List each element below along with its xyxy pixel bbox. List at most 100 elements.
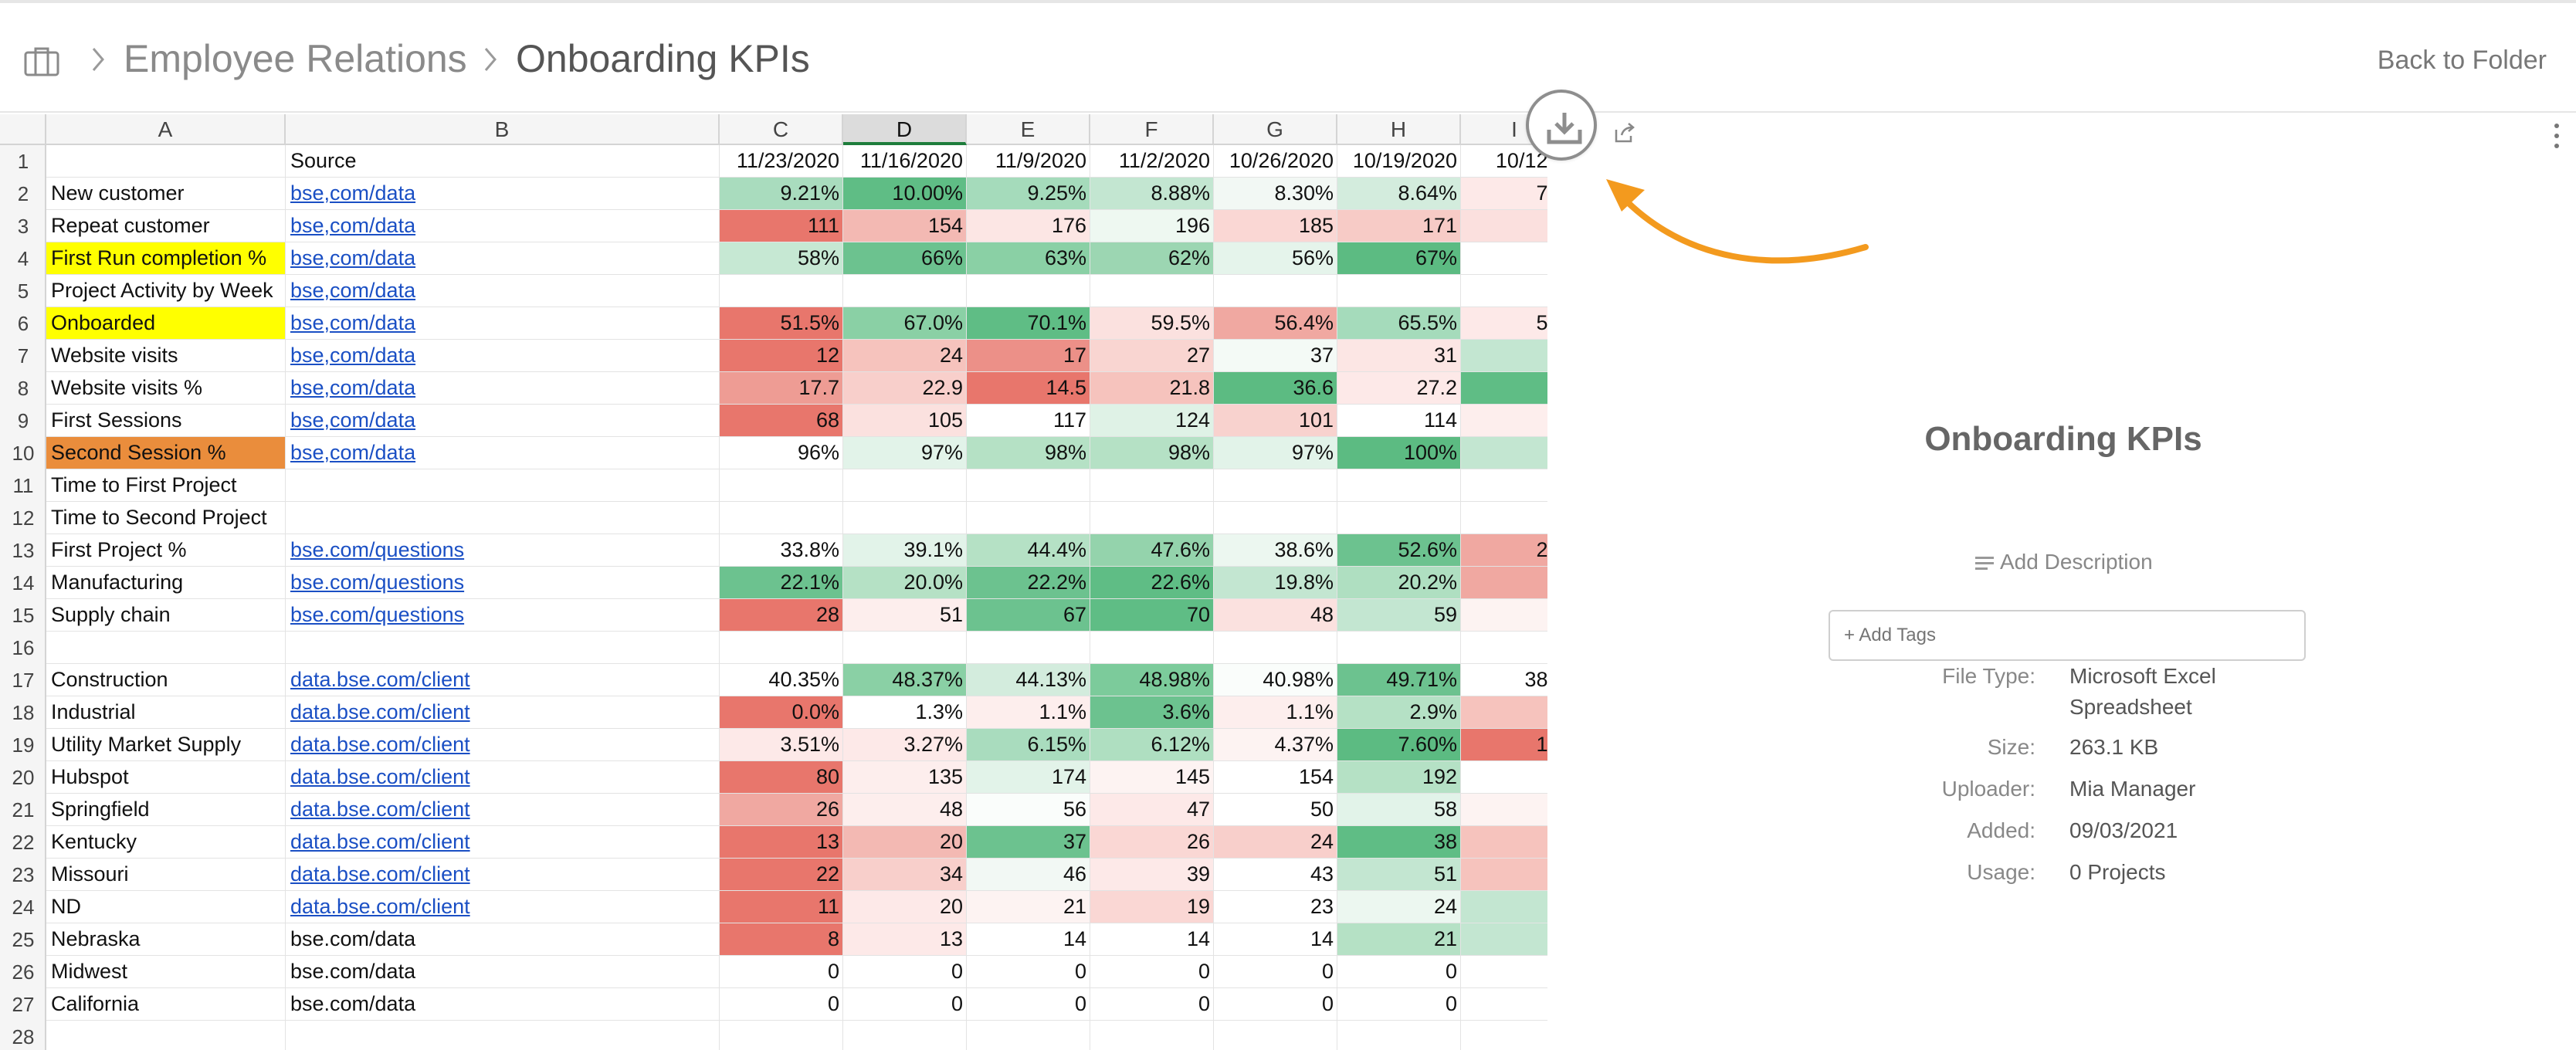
value-cell[interactable]: 24	[1337, 891, 1461, 923]
column-header-c[interactable]: C	[720, 114, 843, 145]
value-cell[interactable]: 59.	[1461, 307, 1547, 340]
metric-label-cell[interactable]: Project Activity by Week	[46, 275, 286, 307]
value-cell[interactable]: 26.	[1461, 534, 1547, 567]
metric-label-cell[interactable]: Manufacturing	[46, 567, 286, 599]
value-cell[interactable]: 20.2%	[1337, 567, 1461, 599]
value-cell[interactable]: 13	[843, 923, 967, 956]
value-cell[interactable]: 28	[720, 599, 843, 632]
value-cell[interactable]: 97%	[843, 437, 967, 469]
metric-label-cell[interactable]: Second Session %	[46, 437, 286, 469]
cell-empty[interactable]	[46, 145, 286, 178]
column-header-e[interactable]: E	[967, 114, 1090, 145]
value-cell[interactable]: 8.64%	[1337, 178, 1461, 210]
value-cell[interactable]: 58	[1337, 794, 1461, 826]
source-link-cell[interactable]: bse,com/data	[286, 372, 720, 405]
row-number[interactable]: 1	[17, 150, 29, 173]
value-cell[interactable]: 1.1%	[1214, 696, 1337, 729]
metric-label-cell[interactable]: California	[46, 988, 286, 1021]
metric-label-cell[interactable]: Hubspot	[46, 761, 286, 794]
value-cell[interactable]: 0	[1214, 988, 1337, 1021]
value-cell[interactable]: 68	[720, 405, 843, 437]
value-cell[interactable]: 26	[720, 794, 843, 826]
value-cell[interactable]: 46	[967, 859, 1090, 891]
metric-label-cell[interactable]: ND	[46, 891, 286, 923]
value-cell[interactable]	[967, 469, 1090, 502]
source-link-cell[interactable]: data.bse.com/client	[286, 761, 720, 794]
value-cell[interactable]: 1.3%	[843, 696, 967, 729]
value-cell[interactable]: 47.6%	[1090, 534, 1214, 567]
value-cell[interactable]: 66%	[843, 242, 967, 275]
metric-label-cell[interactable]: Missouri	[46, 859, 286, 891]
value-cell[interactable]	[1461, 859, 1547, 891]
value-cell[interactable]: 19.8%	[1214, 567, 1337, 599]
metric-label-cell[interactable]: First Sessions	[46, 405, 286, 437]
value-cell[interactable]: 44.13%	[967, 664, 1090, 696]
column-header-i[interactable]: I	[1461, 114, 1547, 145]
value-cell[interactable]	[843, 1021, 967, 1050]
value-cell[interactable]: 3	[1461, 372, 1547, 405]
value-cell[interactable]	[1461, 275, 1547, 307]
value-cell[interactable]: 37	[967, 826, 1090, 859]
row-number[interactable]: 16	[12, 636, 35, 659]
value-cell[interactable]: 67%	[1337, 242, 1461, 275]
value-cell[interactable]	[1090, 469, 1214, 502]
value-cell[interactable]: 3.51%	[720, 729, 843, 761]
value-cell[interactable]: 38	[1337, 826, 1461, 859]
value-cell[interactable]: 31	[1337, 340, 1461, 372]
date-header-cell[interactable]: 11/23/2020	[720, 145, 843, 178]
row-number[interactable]: 6	[17, 312, 29, 335]
value-cell[interactable]: 20	[843, 826, 967, 859]
value-cell[interactable]: 9.21%	[720, 178, 843, 210]
value-cell[interactable]: 98%	[1090, 437, 1214, 469]
date-header-cell[interactable]: 10/26/2020	[1214, 145, 1337, 178]
value-cell[interactable]: 6.12%	[1090, 729, 1214, 761]
metric-label-cell[interactable]: Utility Market Supply	[46, 729, 286, 761]
source-link-cell[interactable]: bse,com/data	[286, 307, 720, 340]
row-number[interactable]: 3	[17, 215, 29, 238]
value-cell[interactable]: 154	[843, 210, 967, 242]
metric-label-cell[interactable]: Website visits %	[46, 372, 286, 405]
column-header-g[interactable]: G	[1214, 114, 1337, 145]
row-number[interactable]: 5	[17, 279, 29, 303]
value-cell[interactable]	[843, 469, 967, 502]
date-header-cell[interactable]: 11/16/2020	[843, 145, 967, 178]
value-cell[interactable]: 7.60%	[1337, 729, 1461, 761]
value-cell[interactable]	[1214, 469, 1337, 502]
value-cell[interactable]: 51	[843, 599, 967, 632]
value-cell[interactable]: 9.25%	[967, 178, 1090, 210]
value-cell[interactable]	[1090, 632, 1214, 664]
value-cell[interactable]: 7.7	[1461, 178, 1547, 210]
value-cell[interactable]: 51.5%	[720, 307, 843, 340]
value-cell[interactable]: 111	[720, 210, 843, 242]
source-link-cell[interactable]: bse,com/data	[286, 242, 720, 275]
value-cell[interactable]	[1461, 340, 1547, 372]
value-cell[interactable]: 196	[1090, 210, 1214, 242]
source-link-cell[interactable]: bse.com/questions	[286, 599, 720, 632]
value-cell[interactable]: 3.6%	[1090, 696, 1214, 729]
metric-label-cell[interactable]: Springfield	[46, 794, 286, 826]
value-cell[interactable]: 101	[1214, 405, 1337, 437]
source-header-cell[interactable]: Source	[286, 145, 720, 178]
date-header-cell[interactable]: 11/2/2020	[1090, 145, 1214, 178]
source-link-cell[interactable]: bse,com/data	[286, 178, 720, 210]
source-link-cell[interactable]: bse,com/data	[286, 405, 720, 437]
value-cell[interactable]: 114	[1337, 405, 1461, 437]
value-cell[interactable]: 6.15%	[967, 729, 1090, 761]
value-cell[interactable]	[1337, 632, 1461, 664]
date-header-cell[interactable]: 10/12/2	[1461, 145, 1547, 178]
breadcrumb-folder[interactable]: Employee Relations	[124, 37, 467, 80]
value-cell[interactable]: 14	[967, 923, 1090, 956]
value-cell[interactable]: 117	[967, 405, 1090, 437]
value-cell[interactable]: 22	[720, 859, 843, 891]
value-cell[interactable]: 10.00%	[843, 178, 967, 210]
value-cell[interactable]: 0.0%	[720, 696, 843, 729]
source-link-cell[interactable]: data.bse.com/client	[286, 794, 720, 826]
value-cell[interactable]	[1461, 1021, 1547, 1050]
source-link-cell[interactable]: data.bse.com/client	[286, 891, 720, 923]
source-link-cell[interactable]: bse,com/data	[286, 210, 720, 242]
value-cell[interactable]: 0	[1090, 956, 1214, 988]
metric-label-cell[interactable]: Midwest	[46, 956, 286, 988]
value-cell[interactable]	[720, 469, 843, 502]
value-cell[interactable]: 80	[720, 761, 843, 794]
